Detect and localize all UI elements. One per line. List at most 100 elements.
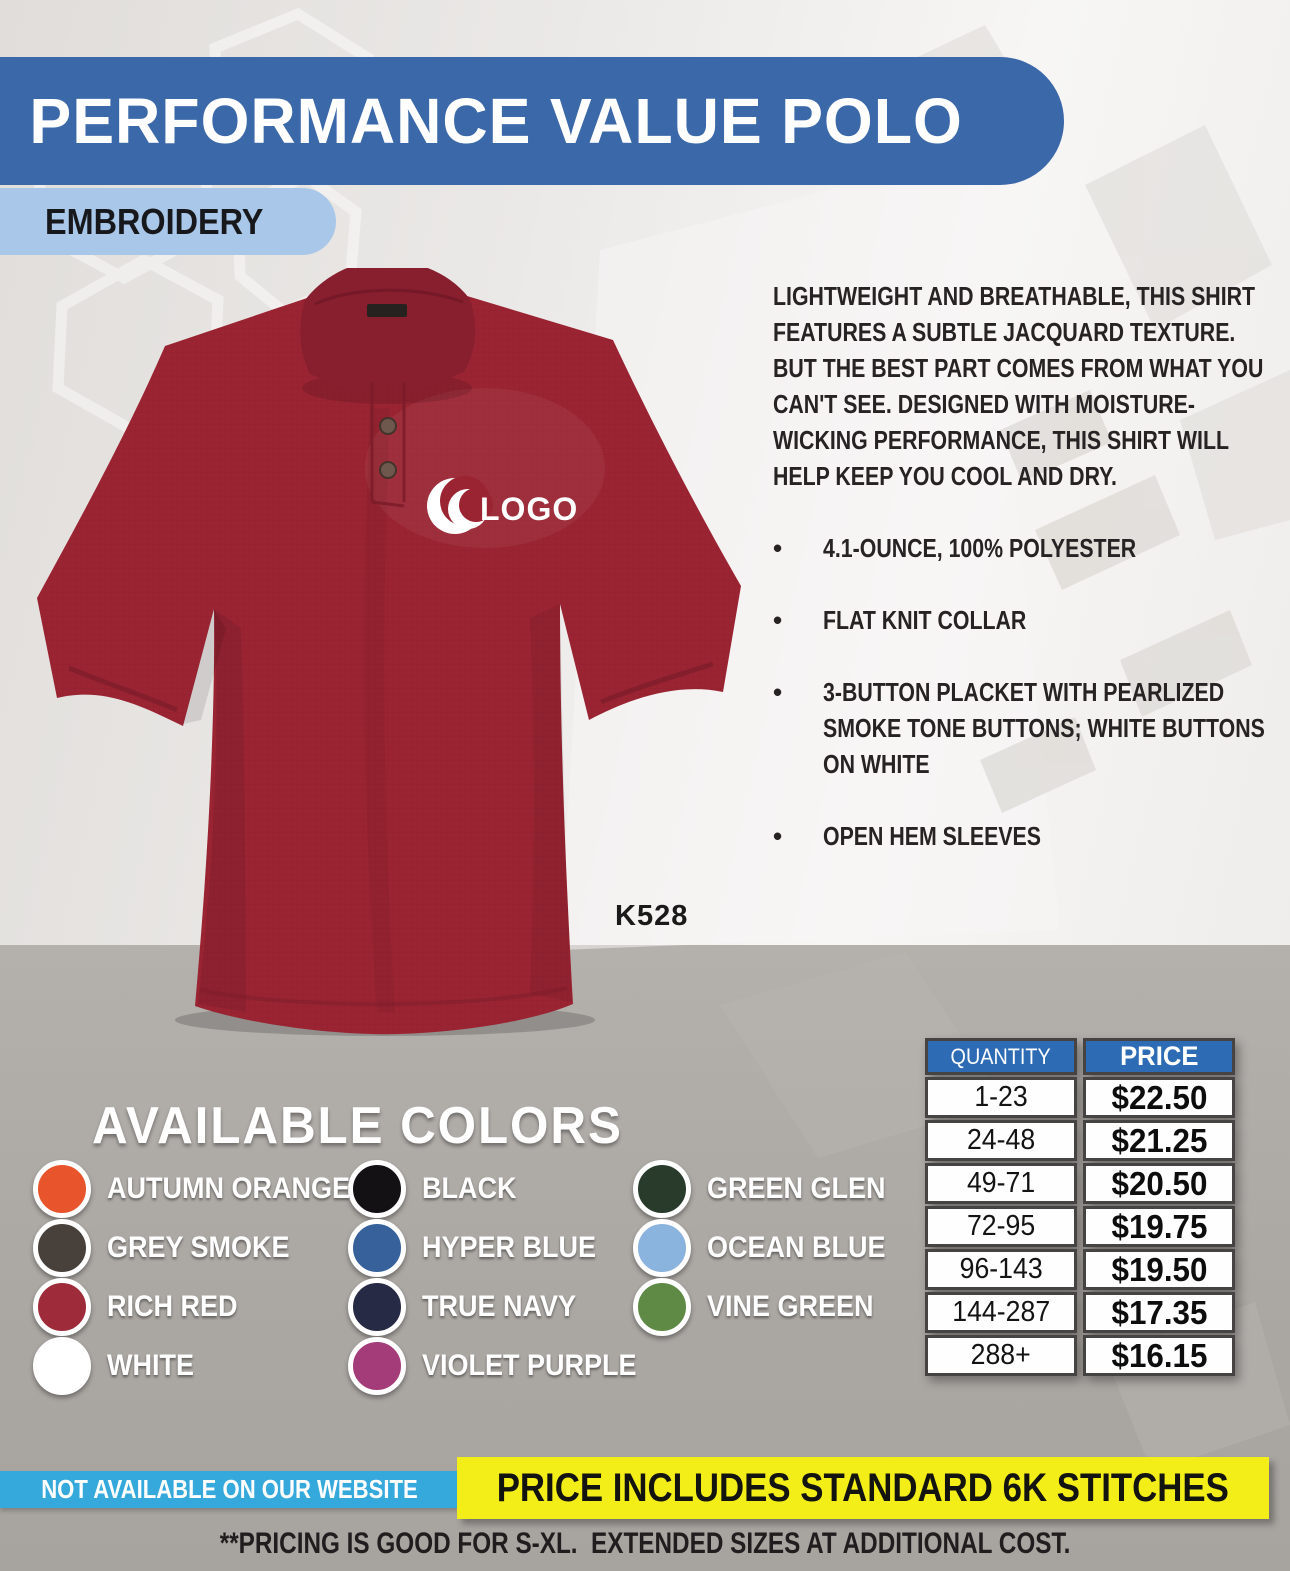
quantity-value: 96-143 [959,1253,1043,1285]
quantity-value: 49-71 [966,1167,1036,1199]
quantity-value: 72-95 [966,1210,1036,1242]
color-swatch [348,1336,406,1395]
color-item: TRUE NAVY [348,1277,633,1336]
footer-note-text: **PRICING IS GOOD FOR S-XL. EXTENDED SIZ… [219,1527,1071,1560]
price-value: $16.15 [1111,1336,1207,1374]
quantity-value: 24-48 [966,1124,1036,1156]
quantity-cell: 24-48 [925,1120,1077,1161]
feature-item: • FLAT KNIT COLLAR [773,602,1290,638]
color-item: GREEN GLEN [633,1159,923,1218]
price-cell: $17.35 [1083,1292,1235,1333]
footer-note: **PRICING IS GOOD FOR S-XL. EXTENDED SIZ… [0,1527,1290,1561]
colors-grid: AUTUMN ORANGE BLACK GREEN GLEN GREY SMOK… [33,1159,923,1395]
page-title: PERFORMANCE VALUE POLO [29,85,963,157]
color-label: HYPER BLUE [422,1230,597,1264]
color-swatch [33,1218,91,1277]
title-banner: PERFORMANCE VALUE POLO [0,57,1064,185]
collar [300,268,476,394]
color-swatch [633,1277,691,1336]
bullet-dot: • [773,677,783,707]
quantity-header-cell: QUANTITY [925,1038,1077,1075]
color-item: OCEAN BLUE [633,1218,923,1277]
color-swatch [348,1218,406,1277]
price-header-cell: PRICE [1083,1038,1235,1075]
banner-not-available-text: NOT AVAILABLE ON OUR WEBSITE [40,1474,418,1504]
color-swatch [348,1159,406,1218]
feature-list: • 4.1-OUNCE, 100% POLYESTER • FLAT KNIT … [773,530,1290,890]
quantity-column: QUANTITY 1-23 24-48 49-71 72-95 96-143 1… [925,1038,1077,1376]
color-label: VINE GREEN [707,1289,874,1323]
quantity-cell: 49-71 [925,1163,1077,1204]
price-value: $21.25 [1111,1121,1207,1159]
quantity-value: 1-23 [974,1081,1028,1113]
bullet-dot: • [773,605,783,635]
button [379,417,397,435]
neck-label [367,304,407,317]
quantity-cell: 288+ [925,1335,1077,1376]
color-label: OCEAN BLUE [707,1230,886,1264]
bullet-dot: • [773,821,783,851]
quantity-header: QUANTITY [950,1043,1052,1069]
color-swatch [33,1159,91,1218]
color-item: VINE GREEN [633,1277,923,1336]
color-item: WHITE [33,1336,348,1395]
feature-text: 3-BUTTON PLACKET WITH PEARLIZED SMOKE TO… [823,677,1265,779]
color-label: TRUE NAVY [422,1289,577,1323]
bullet-dot: • [773,533,783,563]
quantity-value: 144-287 [952,1296,1050,1328]
quantity-value: 288+ [970,1339,1032,1371]
banner-not-available: NOT AVAILABLE ON OUR WEBSITE [0,1471,458,1508]
price-value: $19.75 [1111,1207,1207,1245]
price-cell: $19.75 [1083,1206,1235,1247]
price-header: PRICE [1119,1041,1199,1071]
price-cell: $21.25 [1083,1120,1235,1161]
page-subtitle: EMBROIDERY [45,200,264,242]
feature-item: • 3-BUTTON PLACKET WITH PEARLIZED SMOKE … [773,674,1290,782]
quantity-cell: 1-23 [925,1077,1077,1118]
quantity-cell: 144-287 [925,1292,1077,1333]
feature-item: • 4.1-OUNCE, 100% POLYESTER [773,530,1290,566]
color-item: BLACK [348,1159,633,1218]
logo-mark: LOGO [427,476,578,534]
color-item: GREY SMOKE [33,1218,348,1277]
color-swatch [33,1277,91,1336]
color-swatch [633,1218,691,1277]
color-label: VIOLET PURPLE [422,1348,637,1382]
feature-text: 4.1-OUNCE, 100% POLYESTER [823,533,1137,563]
color-item: VIOLET PURPLE [348,1336,637,1395]
color-item: RICH RED [33,1277,348,1336]
price-value: $17.35 [1111,1293,1207,1331]
color-label: GREEN GLEN [707,1171,886,1205]
banner-price-includes-text: PRICE INCLUDES STANDARD 6K STITCHES [496,1465,1230,1510]
banner-price-includes: PRICE INCLUDES STANDARD 6K STITCHES [457,1457,1269,1519]
shirt-shading [183,388,605,1012]
price-value: $19.50 [1111,1250,1207,1288]
color-swatch [348,1277,406,1336]
color-label: BLACK [422,1171,517,1205]
price-cell: $16.15 [1083,1335,1235,1376]
placket [370,382,406,508]
product-image: LOGO [37,268,741,1036]
price-cell: $20.50 [1083,1163,1235,1204]
quantity-cell: 96-143 [925,1249,1077,1290]
button [379,461,397,479]
price-cell: $19.50 [1083,1249,1235,1290]
collar-fold-line [314,288,464,306]
color-swatch [633,1159,691,1218]
quantity-cell: 72-95 [925,1206,1077,1247]
product-description: LIGHTWEIGHT AND BREATHABLE, THIS SHIRT F… [773,281,1264,491]
color-label: GREY SMOKE [107,1230,290,1264]
color-item: AUTUMN ORANGE [33,1159,350,1218]
color-item: HYPER BLUE [348,1218,633,1277]
color-label: WHITE [107,1348,194,1382]
color-label: AUTUMN ORANGE [107,1171,350,1205]
color-label: RICH RED [107,1289,238,1323]
price-value: $20.50 [1111,1164,1207,1202]
price-column: PRICE $22.50 $21.25 $20.50 $19.75 $19.50… [1083,1038,1235,1376]
color-swatch [33,1336,91,1395]
subtitle-banner: EMBROIDERY [0,188,336,255]
price-cell: $22.50 [1083,1077,1235,1118]
feature-item: • OPEN HEM SLEEVES [773,818,1290,854]
logo-text: LOGO [480,491,578,527]
